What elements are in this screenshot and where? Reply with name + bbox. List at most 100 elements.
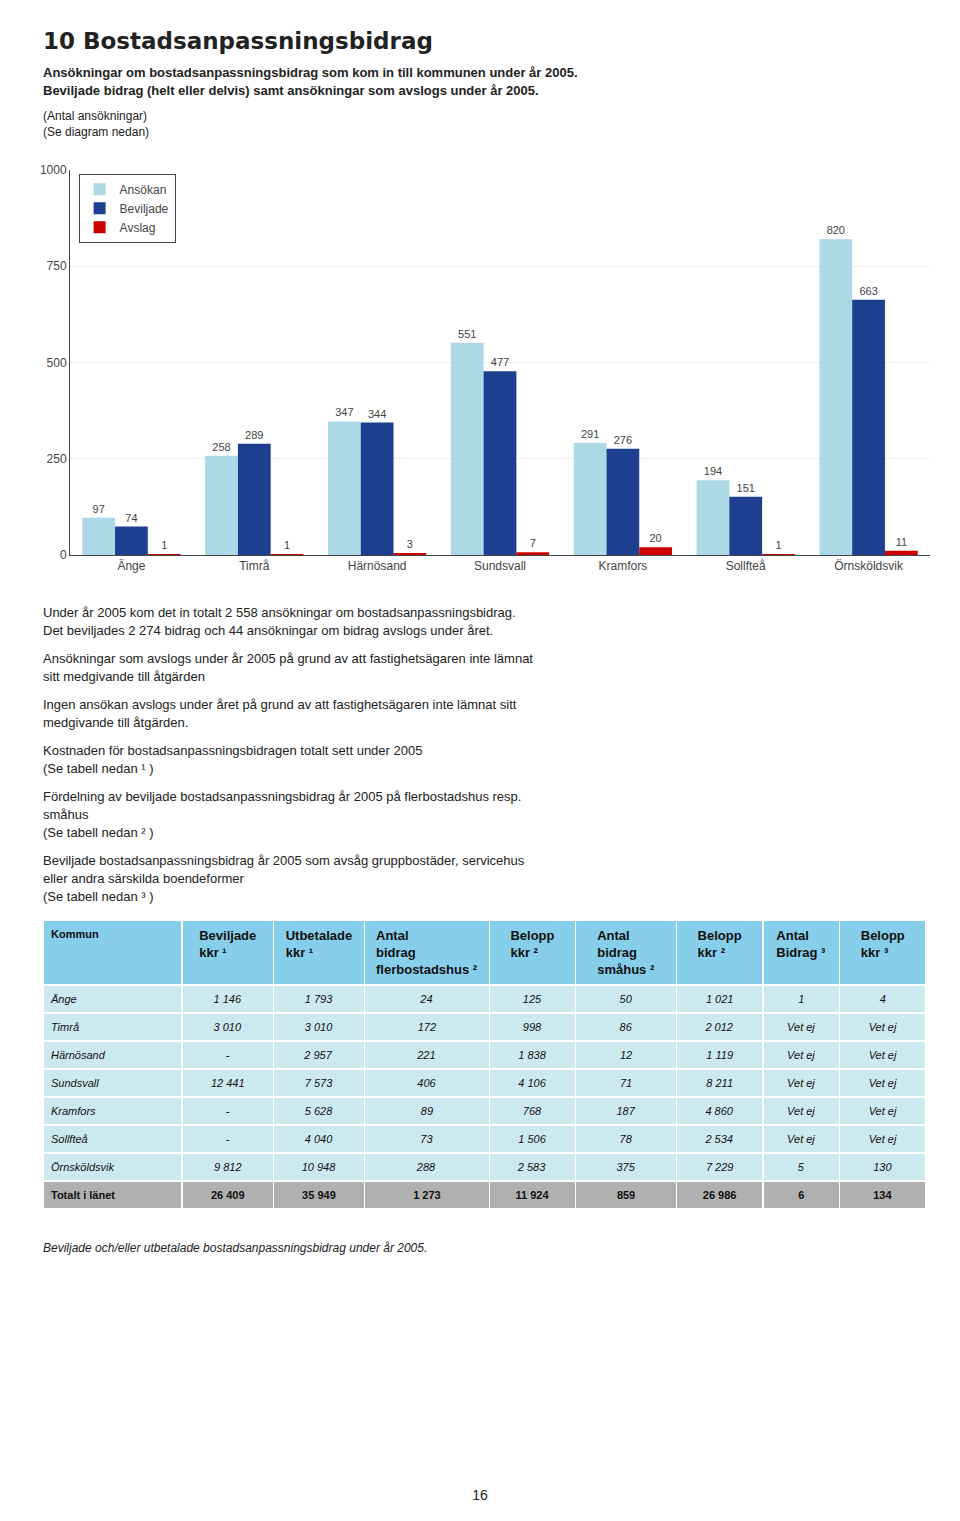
svg-text:2 583: 2 583 [517,1161,546,1173]
svg-text:750: 750 [47,259,67,273]
svg-text:Kommun: Kommun [51,928,99,940]
svg-text:7 573: 7 573 [305,1077,333,1089]
svg-text:6: 6 [798,1189,804,1201]
svg-text:5 628: 5 628 [305,1105,333,1117]
svg-text:Beviljade: Beviljade [120,202,169,216]
svg-text:Beviljadekkr ¹: Beviljadekkr ¹ [199,928,256,960]
svg-text:3 010: 3 010 [214,1021,242,1033]
svg-text:187: 187 [616,1105,635,1117]
svg-text:Avslag: Avslag [120,221,156,235]
svg-text:Timrå: Timrå [51,1021,79,1033]
svg-text:Vet ej: Vet ej [869,1077,897,1089]
svg-text:71: 71 [620,1077,632,1089]
svg-text:1: 1 [284,539,290,551]
svg-text:Sundsvall: Sundsvall [474,559,526,573]
svg-text:24: 24 [419,993,432,1005]
svg-text:1 506: 1 506 [518,1133,546,1145]
svg-text:0: 0 [60,548,67,562]
svg-text:Beloppkkr ²: Beloppkkr ² [510,928,554,960]
svg-text:Sollfteå: Sollfteå [51,1133,88,1145]
svg-text:291: 291 [581,428,599,440]
svg-text:172: 172 [418,1021,436,1033]
svg-text:7 229: 7 229 [706,1161,734,1173]
svg-text:406: 406 [417,1077,436,1089]
svg-text:12: 12 [620,1049,632,1061]
svg-text:Beloppkkr ³: Beloppkkr ³ [861,928,905,960]
svg-text:-: - [226,1105,230,1117]
svg-text:Sundsvall: Sundsvall [51,1077,99,1089]
svg-text:Vet ej: Vet ej [869,1105,897,1117]
svg-text:Vet ej: Vet ej [787,1049,815,1061]
svg-text:26 409: 26 409 [211,1189,245,1201]
svg-text:1: 1 [798,993,804,1005]
svg-text:Örnsköldsvik: Örnsköldsvik [834,559,904,573]
svg-text:12 441: 12 441 [211,1077,245,1089]
svg-text:Vet ej: Vet ej [869,1049,897,1061]
svg-text:151: 151 [737,482,755,494]
svg-text:1: 1 [161,539,167,551]
svg-text:663: 663 [859,285,877,297]
svg-text:7: 7 [530,537,536,549]
svg-text:1000: 1000 [40,163,67,177]
svg-text:Vet ej: Vet ej [787,1133,815,1145]
svg-text:11: 11 [896,536,907,548]
svg-text:9 812: 9 812 [214,1161,242,1173]
svg-text:4 860: 4 860 [705,1105,733,1117]
svg-text:500: 500 [47,356,67,370]
svg-text:-: - [226,1049,230,1061]
svg-text:1 146: 1 146 [214,993,242,1005]
svg-text:2 012: 2 012 [704,1021,733,1033]
svg-text:288: 288 [416,1161,436,1173]
svg-text:221: 221 [416,1049,435,1061]
svg-text:1 793: 1 793 [305,993,333,1005]
svg-text:344: 344 [368,408,386,420]
svg-text:10 948: 10 948 [302,1161,337,1173]
svg-text:5: 5 [798,1161,805,1173]
svg-text:89: 89 [421,1105,433,1117]
svg-text:Vet ej: Vet ej [787,1105,815,1117]
svg-text:1 021: 1 021 [706,993,734,1005]
svg-text:50: 50 [620,993,633,1005]
svg-text:Kramfors: Kramfors [51,1105,96,1117]
svg-text:375: 375 [616,1161,635,1173]
svg-text:2 534: 2 534 [704,1133,733,1145]
svg-text:1: 1 [775,539,781,551]
svg-text:477: 477 [491,356,509,368]
svg-text:Härnösand: Härnösand [348,559,407,573]
svg-text:Vet ej: Vet ej [869,1021,897,1033]
svg-text:194: 194 [704,465,722,477]
svg-text:Sollfteå: Sollfteå [726,559,766,573]
svg-text:26 986: 26 986 [703,1189,737,1201]
svg-text:4: 4 [880,993,886,1005]
svg-text:AntalBidrag ³: AntalBidrag ³ [776,928,826,960]
svg-text:73: 73 [420,1133,433,1145]
svg-text:3: 3 [407,538,413,550]
svg-text:130: 130 [873,1161,892,1173]
svg-text:1 273: 1 273 [413,1189,441,1201]
svg-text:551: 551 [458,328,476,340]
svg-text:820: 820 [827,224,845,236]
svg-text:97: 97 [93,503,105,515]
svg-text:3 010: 3 010 [305,1021,333,1033]
svg-text:2 957: 2 957 [303,1049,332,1061]
svg-text:8 211: 8 211 [706,1077,733,1089]
svg-text:Utbetaladekkr ¹: Utbetaladekkr ¹ [286,928,352,960]
svg-text:35 949: 35 949 [302,1189,336,1201]
svg-text:Beloppkkr ²: Beloppkkr ² [698,928,742,960]
svg-text:Vet ej: Vet ej [869,1133,897,1145]
svg-text:258: 258 [212,441,230,453]
svg-text:Änge: Änge [50,993,77,1005]
svg-text:125: 125 [523,993,542,1005]
svg-text:Vet ej: Vet ej [787,1077,815,1089]
svg-text:Totalt i länet: Totalt i länet [51,1189,115,1201]
svg-text:20: 20 [649,532,661,544]
svg-text:768: 768 [523,1105,542,1117]
svg-text:Härnösand: Härnösand [51,1049,106,1061]
svg-text:1 119: 1 119 [706,1049,733,1061]
svg-text:Änge: Änge [117,559,145,573]
svg-text:Antalbidragsmåhus ²: Antalbidragsmåhus ² [597,928,655,977]
svg-text:-: - [226,1133,230,1145]
svg-text:Timrå: Timrå [239,559,270,573]
svg-text:250: 250 [47,452,67,466]
svg-text:Vet ej: Vet ej [787,1021,815,1033]
